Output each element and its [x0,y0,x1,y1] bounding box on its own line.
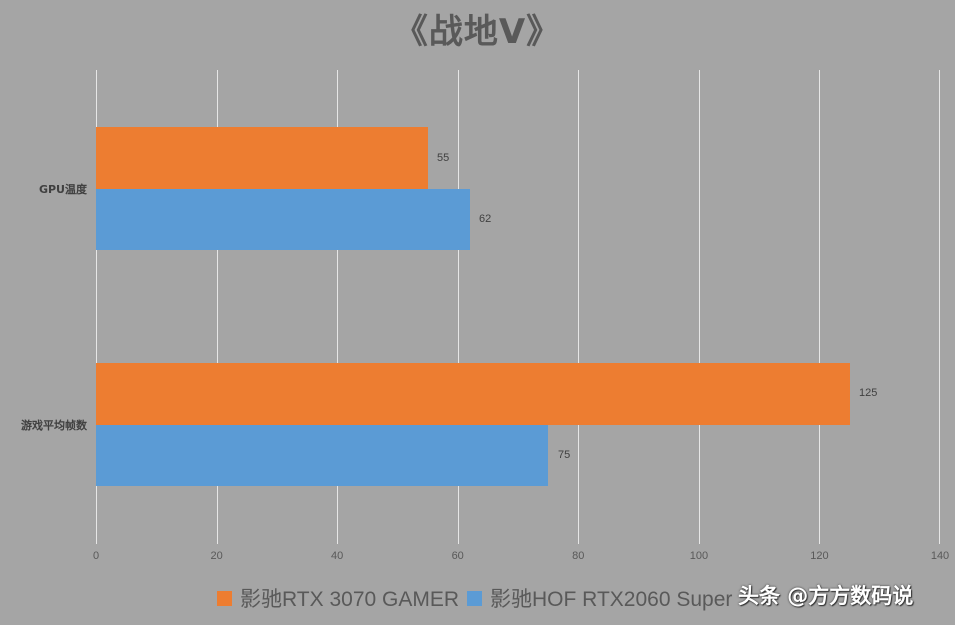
legend-swatch-orange [217,590,232,606]
x-tick: 120 [810,550,829,562]
bar-avg-fps-rtx3070 [96,363,850,425]
category-label-avg-fps: 游戏平均帧数 [21,419,87,432]
legend-item-rtx2060s: 影驰HOF RTX2060 Super [467,583,732,613]
x-tick: 20 [210,550,223,562]
bar-avg-fps-rtx2060s [96,425,549,486]
x-tick: 140 [930,550,950,562]
legend-label: 影驰RTX 3070 GAMER [240,588,460,611]
data-label: 125 [859,387,878,399]
legend-label: 影驰HOF RTX2060 Super [490,588,733,611]
legend: 影驰RTX 3070 GAMER 影驰HOF RTX2060 Super [217,583,740,613]
gridline [819,70,821,544]
bar-gpu-temp-rtx2060s [96,189,470,250]
category-label-gpu-temp: GPU温度 [38,183,87,196]
x-tick: 60 [451,550,464,562]
chart-title: 《战地V》 [393,12,562,52]
gridline [337,70,339,544]
x-tick: 40 [330,550,344,562]
gridline [939,70,940,544]
x-tick: 0 [92,550,100,562]
plot-area: 55 62 125 75 [96,70,940,544]
gridline [578,70,580,544]
gridline [698,70,700,544]
legend-item-rtx3070: 影驰RTX 3070 GAMER [217,583,459,613]
legend-swatch-blue [467,590,483,606]
x-tick: 80 [572,550,585,562]
gridline [216,70,218,544]
bar-gpu-temp-rtx3070 [96,127,428,189]
watermark: 头条 @方方数码说 [738,584,914,608]
data-label: 62 [479,213,492,225]
gridline [96,70,97,544]
data-label: 75 [558,449,571,461]
data-label: 55 [437,152,450,164]
x-tick: 100 [689,550,709,562]
gridline [457,70,459,544]
